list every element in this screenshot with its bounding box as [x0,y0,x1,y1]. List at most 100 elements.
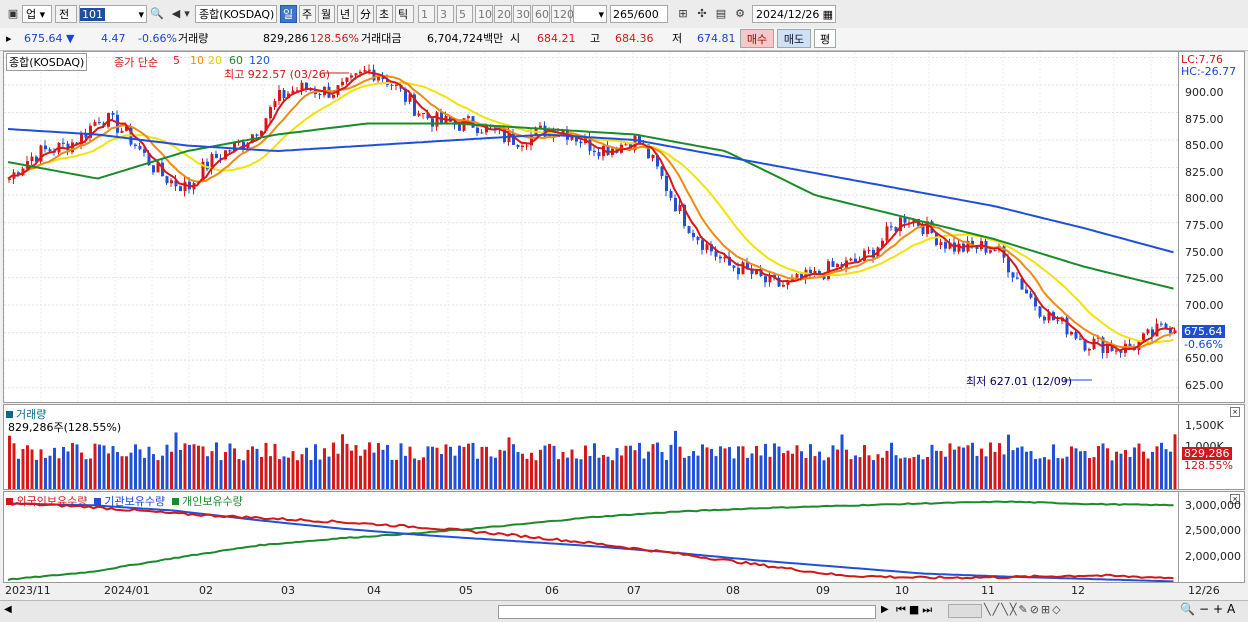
count-input[interactable]: 265/600 [610,5,668,23]
bottom-toolbar: ◀ ▶ ⏮■⏭ ╲╱╲╳✎⊘⊞◇ 🔍−+A [0,600,1248,622]
ma5-label: 5 [173,54,180,67]
volume-chart[interactable] [4,405,1178,489]
scroll-right-icon[interactable]: ▶ [881,604,889,615]
volume-bar [539,449,542,489]
candle [728,256,731,266]
volume-bar [507,437,511,489]
custom-interval-select[interactable]: ▾ [573,5,607,23]
volume-bar [674,430,677,489]
code-input[interactable]: 101 ▾ [79,5,147,23]
scale-icon[interactable]: ⊞ [678,7,688,20]
candle [764,276,767,283]
interval-3[interactable]: 3 [437,5,454,23]
volume-bar [687,455,691,489]
volume-bar [867,455,871,489]
volume-bar [665,460,668,489]
scrollbar-thumb[interactable] [498,605,876,619]
volume-bar [467,443,470,489]
zoom-slider[interactable] [948,604,982,618]
volume-bar [327,456,331,489]
volume-bar [710,448,713,489]
tab-day[interactable]: 일 [280,5,297,23]
xtick: 03 [281,584,295,597]
volume-bar [1119,453,1123,489]
search-icon[interactable]: 🔍 [150,7,164,20]
price-chart[interactable] [4,52,1178,402]
calendar-icon[interactable]: ▦ [822,8,833,21]
volume-bar [1088,457,1091,489]
save-icon[interactable]: ▤ [715,7,727,20]
market-select[interactable]: 업 ▾ [22,5,52,23]
volume-bar [606,456,610,489]
close-icon[interactable]: × [1230,494,1240,504]
candle [539,125,542,128]
volume-bar [125,456,128,489]
quote-amount: 6,704,724백만 [427,32,504,45]
legend-swatch-icon [93,498,101,505]
volume-bar [966,445,970,489]
tab-week[interactable]: 주 [299,5,316,23]
volume-bar [368,442,371,489]
volume-bar [1128,456,1132,489]
prev-button[interactable]: 전 [55,5,77,23]
interval-10[interactable]: 10 [475,5,493,23]
sell-button[interactable]: 매도 [777,29,811,48]
tab-second[interactable]: 초 [376,5,393,23]
ytick: 725.00 [1185,272,1224,285]
lc-label: LC:7.76 [1181,53,1224,66]
candle [48,149,52,152]
individual-line [7,500,1174,581]
volume-bar [759,455,763,489]
window-icon[interactable]: ▣ [7,7,19,20]
interval-5[interactable]: 5 [456,5,473,23]
volume-bar [521,453,524,489]
crosshair-icon[interactable]: ✣ [697,7,707,20]
volume-bar [647,451,650,489]
volume-bar [570,449,574,489]
avg-button[interactable]: 평 [814,29,836,48]
xtick: 07 [627,584,641,597]
candle [710,244,713,252]
volume-bar [219,460,223,489]
playback-icons[interactable]: ⏮■⏭ [896,603,936,616]
quote-low: 674.81 [697,32,736,45]
date-input[interactable]: 2024/12/26 ▦ [752,5,836,23]
volume-bar [471,442,475,489]
volume-bar [1155,446,1159,489]
ytick: 700.00 [1185,299,1224,312]
interval-1[interactable]: 1 [418,5,435,23]
volume-bar [480,446,484,489]
tab-tick[interactable]: 틱 [395,5,414,23]
tab-month[interactable]: 월 [318,5,335,23]
volume-bar [1133,447,1136,489]
zoom-tools-icon[interactable]: 🔍−+A [1180,602,1240,616]
price-panel-title: 종합(KOSDAQ) [6,53,88,71]
chevron-down-icon[interactable]: ▾ [184,7,190,20]
interval-60[interactable]: 60 [532,5,550,23]
candle [1151,329,1154,337]
volume-bar [912,456,916,489]
gear-icon[interactable]: ⚙ [735,7,745,20]
holding-panel[interactable]: 외국인보유수량 기관보유수량 개인보유수량 [3,491,1179,583]
scroll-left-icon[interactable]: ◀ [4,604,12,615]
interval-20[interactable]: 20 [494,5,512,23]
volume-bar [894,455,898,489]
drawing-tools-icon[interactable]: ╲╱╲╳✎⊘⊞◇ [984,603,1063,616]
tab-minute[interactable]: 分 [357,5,374,23]
holding-chart[interactable] [4,492,1178,582]
tab-year[interactable]: 년 [337,5,354,23]
candle [530,134,533,146]
volume-bar [1065,456,1069,489]
interval-120[interactable]: 120 [551,5,574,23]
ytick: 775.00 [1185,219,1224,232]
price-chart-panel[interactable]: 종합(KOSDAQ) 종가 단순 5 10 20 60 120 최고 922.5… [3,51,1179,403]
buy-button[interactable]: 매수 [740,29,774,48]
close-icon[interactable]: × [1230,407,1240,417]
volume-panel[interactable]: 거래량 829,286주(128.55%) [3,404,1179,490]
ma60-label: 60 [229,54,243,67]
interval-30[interactable]: 30 [513,5,531,23]
volume-bar [134,444,137,489]
volume-bar [768,456,772,489]
speaker-icon[interactable]: ◀ [171,7,181,20]
volume-bar [948,443,952,489]
